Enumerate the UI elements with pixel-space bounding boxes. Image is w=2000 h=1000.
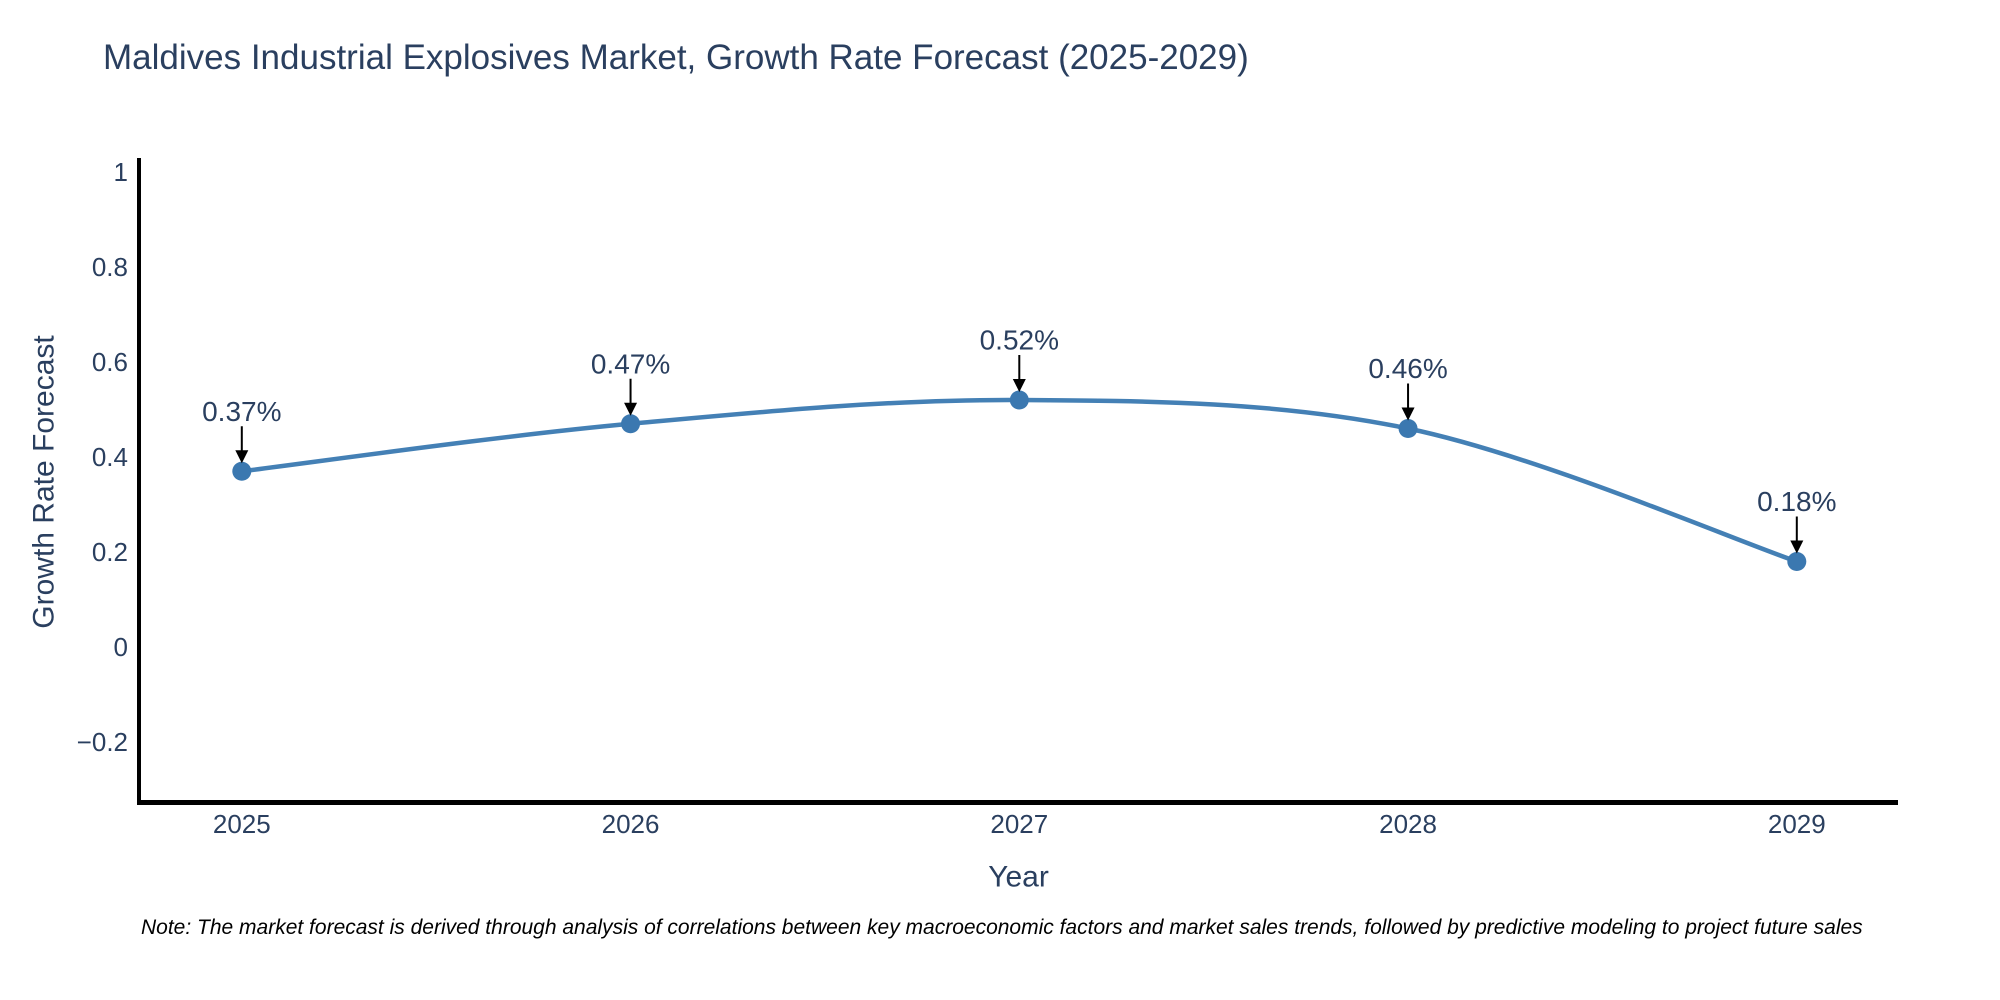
series-line — [241, 397, 1798, 564]
ytick-label: 0.2 — [92, 537, 128, 567]
y-axis-line — [137, 158, 141, 805]
data-point-2028[interactable] — [1398, 419, 1418, 438]
xtick-label: 2026 — [602, 809, 660, 839]
point-value-label: 0.46% — [1368, 353, 1447, 384]
data-point-2026[interactable] — [621, 414, 641, 434]
ytick-label: 0.8 — [92, 252, 128, 282]
point-value-label: 0.52% — [980, 325, 1059, 356]
y-axis-title: Growth Rate Forecast — [28, 335, 61, 629]
footnote: Note: The market forecast is derived thr… — [141, 916, 1863, 939]
annotation-arrow-head — [624, 402, 638, 416]
data-point-2025[interactable] — [232, 461, 252, 481]
x-axis-line — [137, 800, 1898, 805]
xtick-label: 2025 — [213, 809, 271, 839]
ytick-label: −0.2 — [77, 727, 128, 757]
xtick-label: 2029 — [1768, 809, 1826, 839]
ytick-label: 1 — [114, 157, 128, 187]
point-value-label: 0.47% — [591, 348, 670, 379]
chart-title: Maldives Industrial Explosives Market, G… — [103, 38, 1249, 77]
data-point-2029[interactable] — [1787, 552, 1807, 571]
ytick-label: 0.4 — [92, 442, 128, 472]
point-value-label: 0.37% — [202, 396, 281, 427]
ytick-label: 0 — [114, 632, 128, 662]
data-point-2027[interactable] — [1009, 390, 1029, 410]
xtick-label: 2027 — [990, 809, 1048, 839]
annotation-arrow-head — [1012, 379, 1026, 392]
point-value-label: 0.18% — [1757, 486, 1836, 517]
annotation-arrow-head — [1401, 407, 1415, 421]
x-axis-title: Year — [988, 861, 1049, 894]
ytick-label: 0.6 — [92, 347, 128, 377]
xtick-label: 2028 — [1379, 809, 1437, 839]
annotation-arrow-head — [235, 450, 249, 464]
annotation-arrow-head — [1790, 540, 1804, 554]
